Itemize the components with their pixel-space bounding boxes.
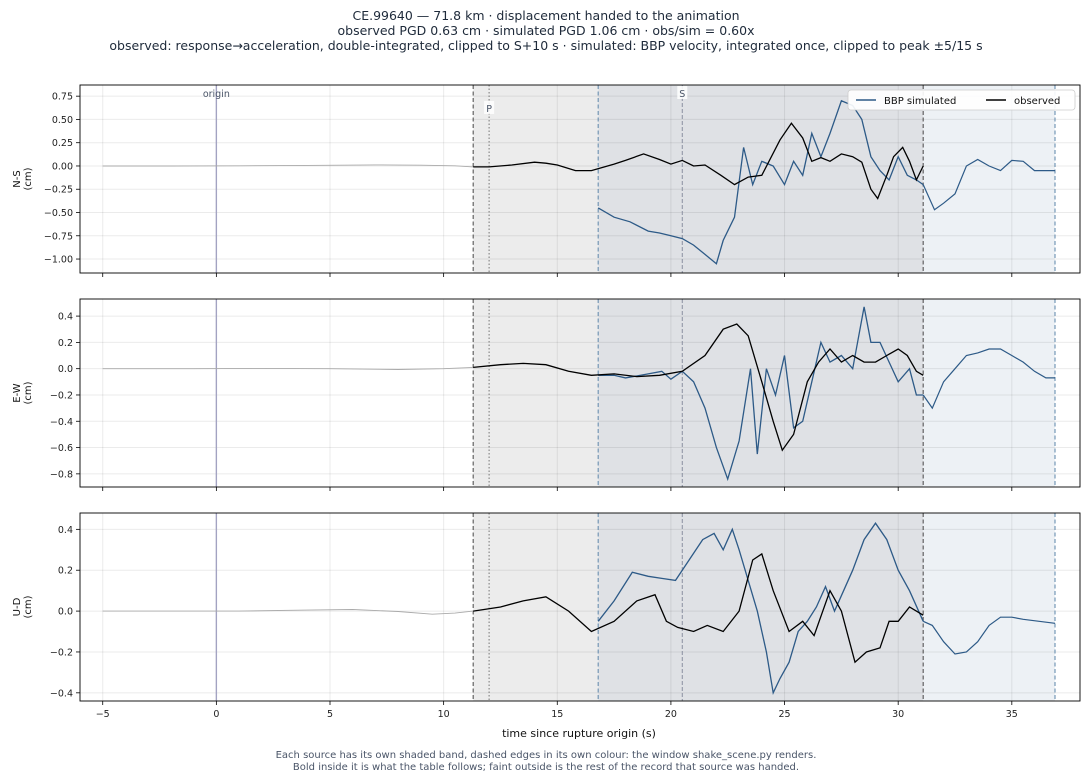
y-tick-label: 0.0 bbox=[58, 364, 73, 375]
y-axis-label: N-S bbox=[12, 170, 23, 187]
y-tick-label: 0.2 bbox=[58, 338, 73, 349]
plot-area bbox=[80, 85, 1080, 273]
legend-label-simulated: BBP simulated bbox=[884, 96, 956, 107]
x-tick-label: 20 bbox=[665, 709, 677, 720]
y-tick-label: −0.25 bbox=[44, 185, 73, 196]
y-tick-label: 0.2 bbox=[58, 566, 73, 577]
x-tick-label: 0 bbox=[213, 709, 219, 720]
y-axis-label: E-W bbox=[12, 383, 23, 403]
header-line-1: CE.99640 — 71.8 km · displacement handed… bbox=[352, 8, 739, 23]
panel-e-w: −0.8 −0.6 −0.4 −0.2 0.0 0.2 0.4 E-W (cm) bbox=[12, 298, 1081, 491]
y-tick-label: −0.8 bbox=[50, 469, 73, 480]
panels: −1.00−0.75−0.50−0.250.000.250.500.75N-S(… bbox=[12, 84, 1081, 720]
panel-u-d: −0.4 −0.2 0.0 0.2 0.4 −5 0 5 10 15 20 25 30 35 U-D (cm) bbox=[12, 512, 1081, 720]
legend-label-observed: observed bbox=[1014, 96, 1060, 107]
origin-label: origin bbox=[203, 89, 230, 100]
y-axis-label: U-D bbox=[12, 597, 23, 616]
observed-trace bbox=[473, 552, 924, 664]
overlap-window-band bbox=[598, 513, 924, 701]
simulated-faint-trace bbox=[922, 158, 1055, 211]
y-tick-label: 0.75 bbox=[52, 92, 73, 103]
x-tick-label: 5 bbox=[327, 709, 333, 720]
y-tick-label: 0.00 bbox=[52, 161, 73, 172]
y-tick-label: 0.25 bbox=[52, 138, 73, 149]
panel-frame bbox=[79, 84, 1081, 274]
panel-n-s: −1.00 −0.75 −0.50 −0.25 0.00 0.25 0.50 0.75 N-S(… bbox=[12, 84, 1081, 277]
y-tick-label: 0.4 bbox=[58, 525, 73, 536]
x-tick-label: 10 bbox=[438, 709, 450, 720]
simulated-trace bbox=[597, 522, 924, 695]
x-tick-label: 25 bbox=[778, 709, 790, 720]
x-tick-label: 35 bbox=[1006, 709, 1018, 720]
y-axis-unit: (cm) bbox=[23, 595, 34, 618]
s-label: S bbox=[679, 89, 685, 100]
footnote-line-2: Bold inside it is what the table follows… bbox=[293, 762, 799, 773]
overlap-window-band bbox=[598, 85, 924, 273]
y-tick-label: −0.6 bbox=[50, 443, 73, 454]
y-tick-label: −0.50 bbox=[44, 208, 73, 219]
y-tick-label: 0.0 bbox=[58, 607, 73, 618]
x-tick-label: 30 bbox=[892, 709, 904, 720]
y-tick-label: −0.2 bbox=[50, 390, 73, 401]
legend: BBP simulated observed bbox=[847, 89, 1076, 111]
x-tick-label: −5 bbox=[96, 709, 110, 720]
x-axis-label: time since rupture origin (s) bbox=[502, 727, 656, 740]
observed-faint-trace bbox=[102, 609, 474, 615]
header-line-2: observed PGD 0.63 cm · simulated PGD 1.0… bbox=[338, 23, 755, 38]
observed-trace bbox=[473, 122, 924, 200]
observed-faint-trace bbox=[102, 164, 474, 168]
y-axis-unit: (cm) bbox=[23, 381, 34, 404]
header-line-3: observed: response→acceleration, double-… bbox=[109, 38, 982, 53]
y-tick-label: −1.00 bbox=[44, 255, 73, 266]
observed-trace bbox=[473, 323, 924, 452]
y-tick-label: −0.4 bbox=[50, 417, 73, 428]
panel-frame bbox=[79, 512, 1081, 702]
footnote-line-1: Each source has its own shaded band, das… bbox=[276, 750, 817, 761]
simulated-faint-trace bbox=[922, 616, 1056, 655]
y-tick-label: 0.50 bbox=[52, 115, 73, 126]
y-tick-label: −0.75 bbox=[44, 231, 73, 242]
y-tick-label: −0.2 bbox=[50, 647, 73, 658]
p-label-bg bbox=[484, 101, 495, 114]
y-tick-label: 0.4 bbox=[58, 312, 73, 323]
observed-faint-trace bbox=[102, 366, 474, 370]
s-label-bg bbox=[677, 86, 688, 99]
y-axis-unit: (cm) bbox=[23, 167, 34, 190]
y-tick-label: −0.4 bbox=[50, 688, 73, 699]
plot-area bbox=[80, 513, 1080, 701]
x-tick-label: 15 bbox=[551, 709, 563, 720]
overlap-window-band bbox=[598, 299, 924, 487]
p-label: P bbox=[486, 104, 492, 115]
simulated-trace bbox=[597, 99, 924, 265]
panel-frame bbox=[79, 298, 1081, 488]
plot-area bbox=[80, 299, 1080, 487]
legend-box bbox=[847, 89, 1076, 111]
simulated-faint-trace bbox=[922, 348, 1055, 410]
simulated-trace bbox=[598, 306, 924, 482]
